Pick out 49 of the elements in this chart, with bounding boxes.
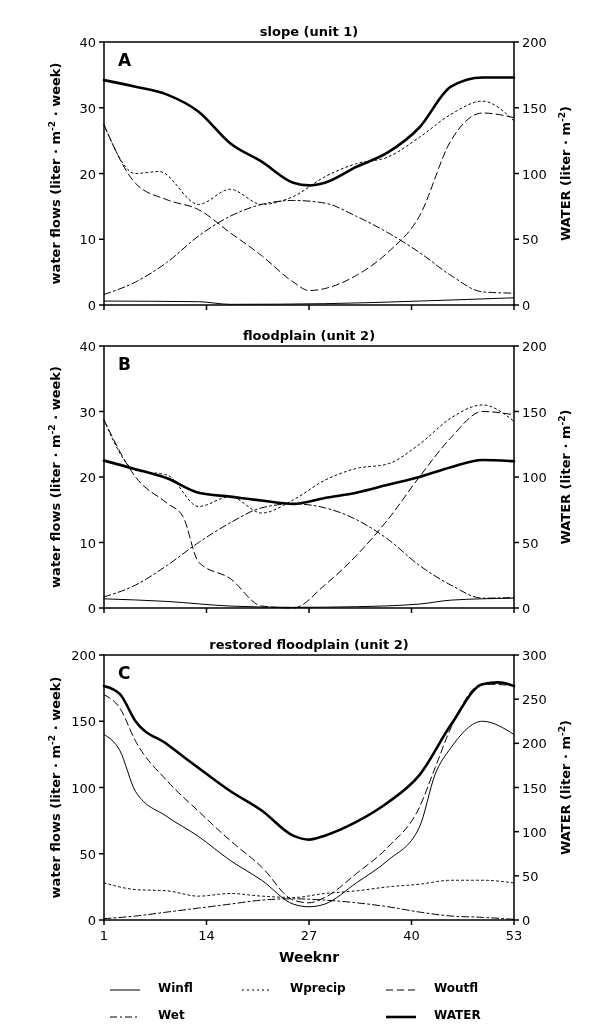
y2-tick-label: 0 [522,298,531,313]
y2-tick-label: 0 [522,913,531,928]
chart-title: floodplain (unit 2) [242,328,376,343]
y-tick-label: 0 [87,298,96,313]
legend-label: Woutfl [434,981,479,995]
y2-tick-label: 150 [522,100,547,116]
y-tick-label: 30 [79,100,96,116]
legend-label: WATER [434,1008,481,1022]
y2-tick-label: 0 [522,601,531,616]
y2-tick-label: 300 [522,648,547,663]
y-tick-label: 10 [79,232,96,248]
annotation: A [118,50,132,70]
y-tick-label: 0 [87,601,96,616]
y-tick-label: 40 [79,339,96,354]
chart-title: slope (unit 1) [259,24,359,39]
y2-tick-label: 100 [522,166,547,182]
y-tick-label: 0 [87,913,96,928]
y-tick-label: 50 [79,846,96,862]
y2-tick-label: 150 [522,404,547,420]
legend-label: Winfl [158,981,193,995]
legend-label: Wet [158,1008,185,1022]
chart-title: restored floodplain (unit 2) [209,637,409,652]
legend-label: Wprecip [290,981,347,995]
x-tick-label: 14 [198,928,215,943]
y-tick-label: 100 [71,780,96,796]
y2-tick-label: 200 [522,736,547,752]
y2-tick-label: 250 [522,692,547,708]
y2-tick-label: 100 [522,824,547,840]
y2-tick-label: 200 [522,35,547,50]
y-tick-label: 40 [79,35,96,50]
y-tick-label: 20 [79,166,96,182]
x-tick-label: 40 [403,928,420,943]
y-tick-label: 150 [71,714,96,730]
x-tick-label: 1 [99,928,109,943]
x-tick-label: 27 [300,928,318,943]
y2-tick-label: 200 [522,339,547,354]
x-axis-title: Weeknr [278,949,340,965]
y-tick-label: 30 [79,404,96,420]
annotation: C [118,663,131,683]
y2-tick-label: 50 [522,868,539,884]
y-tick-label: 20 [79,470,96,485]
y2-tick-label: 50 [522,535,539,551]
x-tick-label: 53 [505,928,523,943]
y2-tick-label: 100 [522,470,547,485]
y-tick-label: 200 [71,648,96,663]
annotation: B [118,354,131,374]
y2-tick-label: 150 [522,780,547,796]
y2-tick-label: 50 [522,232,539,248]
y-tick-label: 10 [79,535,96,551]
